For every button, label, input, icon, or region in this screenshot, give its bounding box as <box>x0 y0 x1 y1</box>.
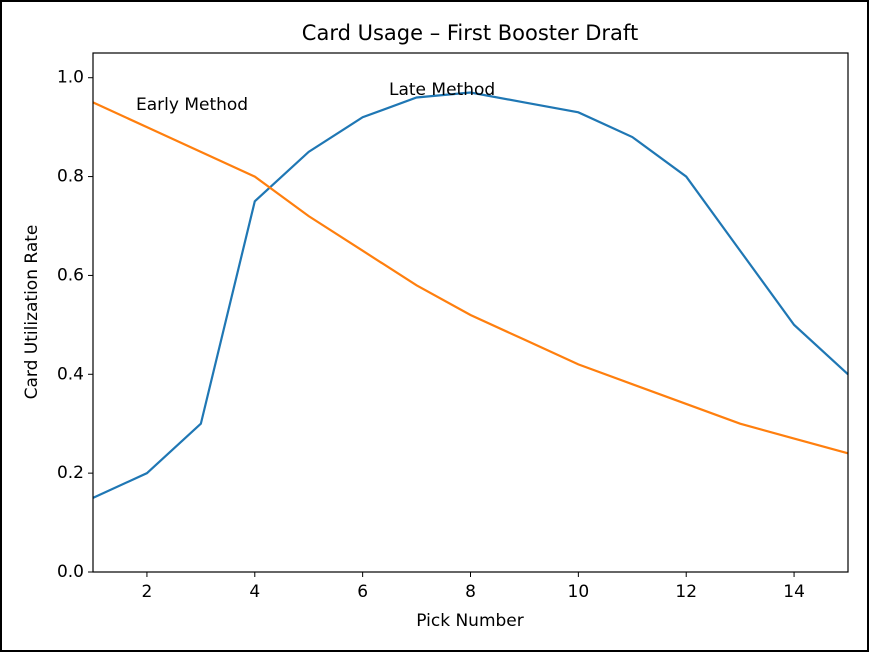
x-axis-label: Pick Number <box>416 611 524 631</box>
y-tick-label: 0.8 <box>57 167 84 187</box>
annotation: Early Method <box>136 95 248 115</box>
x-tick-label: 6 <box>357 582 368 602</box>
x-tick-label: 10 <box>568 582 590 602</box>
y-tick-label: 1.0 <box>57 68 84 88</box>
x-tick-label: 2 <box>142 582 153 602</box>
line-series <box>92 101 849 455</box>
y-tick-label: 0.0 <box>57 562 84 582</box>
chart-title: Card Usage – First Booster Draft <box>302 21 638 45</box>
y-tick-label: 0.2 <box>57 463 84 483</box>
annotation: Late Method <box>389 80 495 100</box>
x-tick-label: 4 <box>249 582 260 602</box>
line-series <box>92 91 849 499</box>
x-tick-label: 14 <box>783 582 805 602</box>
x-tick-label: 8 <box>465 582 476 602</box>
y-axis-label: Card Utilization Rate <box>22 225 42 400</box>
x-tick-label: 12 <box>675 582 697 602</box>
plot-frame <box>92 52 849 573</box>
y-tick-label: 0.6 <box>57 265 84 285</box>
y-tick-label: 0.4 <box>57 364 84 384</box>
